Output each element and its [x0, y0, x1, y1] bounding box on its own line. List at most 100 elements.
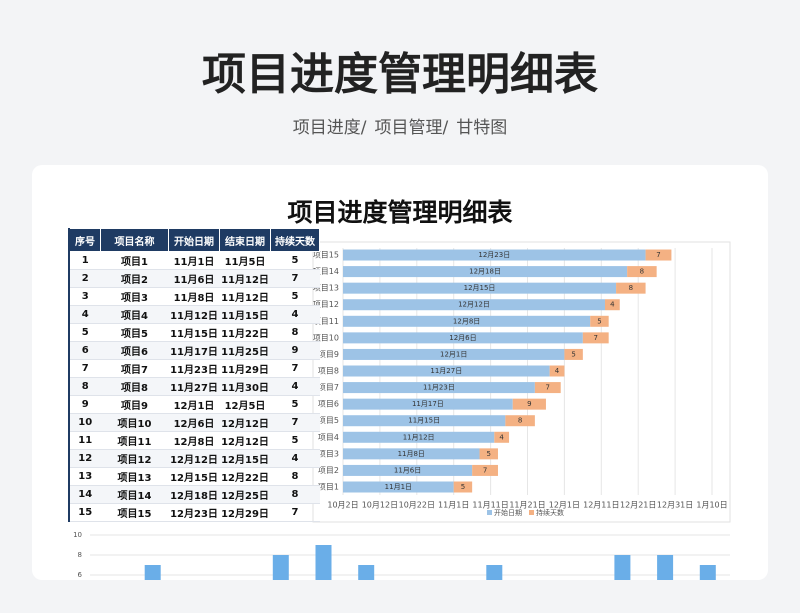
breadcrumb-item: 项目管理/: [374, 118, 449, 138]
bar-segment: [604, 299, 620, 311]
data-label: 11月23日: [423, 384, 455, 392]
breadcrumb: 项目进度/项目管理/甘特图: [0, 113, 800, 138]
bar: [358, 565, 375, 580]
bar-segment: [512, 398, 546, 410]
data-label: 12月6日: [449, 334, 476, 342]
table-cell: 14: [69, 485, 101, 504]
data-label: 11月15日: [408, 417, 440, 425]
table-cell: 12: [69, 449, 101, 468]
data-label: 11月8日: [398, 450, 425, 458]
table-cell: 12月22日: [219, 467, 271, 486]
data-label: 12月15日: [464, 284, 496, 292]
data-label: 12月1日: [440, 350, 467, 358]
table-cell: 11月25日: [219, 341, 271, 360]
table-cell: 4: [69, 305, 101, 324]
y-tick-label: 10: [73, 531, 82, 539]
table-cell: 5: [69, 323, 101, 342]
data-label: 11月6日: [394, 466, 421, 474]
table-cell: 12月5日: [219, 395, 271, 414]
data-label: 5: [461, 483, 465, 491]
table-row: 10 项目10 12月6日 12月12日 7: [69, 413, 320, 432]
table-cell: 项目15: [100, 503, 169, 522]
table-cell: 6: [69, 341, 101, 360]
legend-label: 持续天数: [536, 508, 564, 517]
bar-segment: [534, 382, 561, 394]
table-row: 5 项目5 11月15日 11月22日 8: [69, 323, 320, 342]
bar-segment: [343, 299, 605, 311]
data-label: 11月12日: [403, 433, 435, 441]
table-cell: 12月15日: [219, 449, 271, 468]
data-label: 11月17日: [412, 400, 444, 408]
table-cell: 5: [270, 395, 320, 414]
table-row: 12 项目12 12月12日 12月15日 4: [69, 449, 320, 468]
table-cell: 11: [69, 431, 101, 450]
table-cell: 10: [69, 413, 101, 432]
bar-segment: [343, 332, 583, 344]
table-cell: 7: [270, 359, 320, 378]
table-cell: 11月30日: [219, 377, 271, 396]
table-cell: 12月23日: [168, 503, 220, 522]
bar: [144, 565, 161, 580]
y-tick-label: 项目3: [318, 449, 339, 458]
table-row: 2 项目2 11月6日 11月12日 7: [69, 269, 320, 288]
table-cell: 7: [270, 413, 320, 432]
bar: [614, 555, 631, 580]
table-cell: 12月12日: [168, 449, 220, 468]
bar-segment: [343, 348, 565, 360]
table-cell: 12月15日: [168, 467, 220, 486]
x-tick-label: 11月11日: [472, 501, 508, 510]
bar-segment: [343, 382, 535, 394]
column-header: 开始日期: [168, 228, 220, 252]
table-cell: 12月18日: [168, 485, 220, 504]
table-title: 项目进度管理明细表: [287, 198, 513, 227]
table-cell: 项目1: [100, 251, 169, 270]
table-cell: 项目14: [100, 485, 169, 504]
breadcrumb-item: 甘特图: [456, 118, 508, 138]
table-cell: 11月12日: [219, 287, 271, 306]
page-title: 项目进度管理明细表: [202, 49, 598, 100]
bar-segment: [343, 365, 550, 377]
bar-segment: [616, 282, 646, 294]
table-cell: 项目9: [100, 395, 169, 414]
y-tick-label: 项目15: [313, 251, 339, 260]
y-tick-label: 项目12: [313, 300, 339, 309]
table-cell: 项目5: [100, 323, 169, 342]
table-row: 8 项目8 11月27日 11月30日 4: [69, 377, 320, 396]
data-label: 12月23日: [478, 251, 510, 259]
table-cell: 8: [270, 485, 320, 504]
table-cell: 3: [69, 287, 101, 306]
bar: [657, 555, 674, 580]
table-cell: 11月22日: [219, 323, 271, 342]
y-tick-label: 项目2: [318, 466, 339, 475]
bar-segment: [645, 249, 672, 261]
table-row: 7 项目7 11月23日 11月29日 7: [69, 359, 320, 378]
bar-segment: [343, 464, 473, 476]
y-tick-label: 项目4: [318, 433, 339, 442]
table-cell: 11月12日: [219, 269, 271, 288]
table-row: 9 项目9 12月1日 12月5日 5: [69, 395, 320, 414]
table-cell: 项目6: [100, 341, 169, 360]
x-tick-label: 12月1日: [549, 501, 580, 510]
column-header: 结束日期: [219, 228, 271, 252]
y-tick-label: 项目7: [318, 383, 339, 392]
bar-segment: [343, 266, 628, 278]
table-cell: 项目13: [100, 467, 169, 486]
bar-segment: [343, 249, 646, 261]
table-cell: 11月27日: [168, 377, 220, 396]
column-header: 序号: [68, 228, 101, 252]
table-row: 4 项目4 11月12日 11月15日 4: [69, 305, 320, 324]
table-cell: 9: [69, 395, 101, 414]
data-label: 12月8日: [453, 317, 480, 325]
y-tick-label: 项目14: [313, 267, 339, 276]
y-tick-label: 项目6: [318, 400, 339, 409]
bar-segment: [582, 332, 609, 344]
bar: [486, 565, 503, 580]
bar-segment: [343, 282, 617, 294]
x-tick-label: 1月10日: [696, 501, 727, 510]
y-tick-label: 项目13: [313, 284, 339, 293]
table-cell: 8: [270, 467, 320, 486]
table-cell: 11月8日: [168, 287, 220, 306]
data-label: 11月27日: [430, 367, 462, 375]
y-tick-label: 6: [78, 571, 83, 579]
x-tick-label: 11月21日: [509, 501, 545, 510]
